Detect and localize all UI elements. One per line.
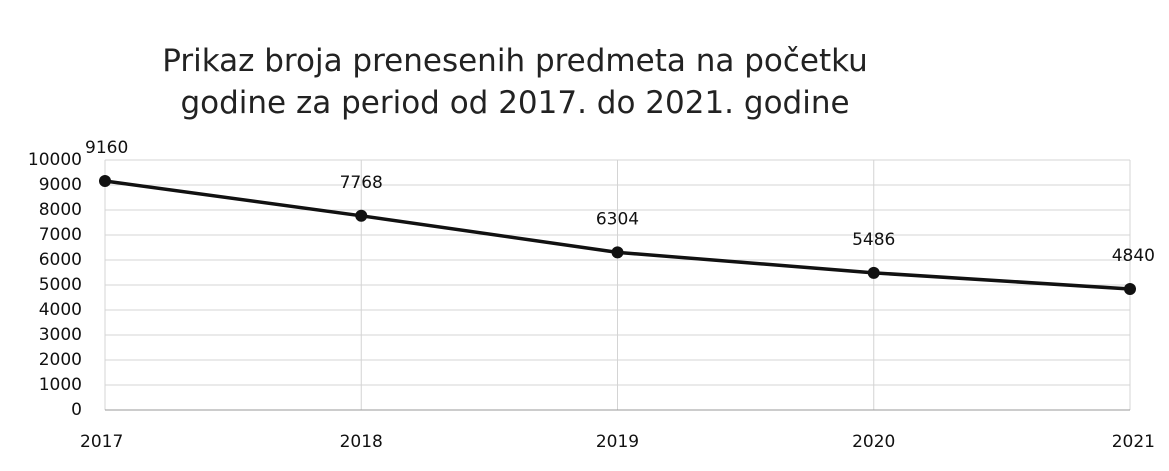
data-label: 4840	[1112, 246, 1155, 266]
y-tick-label: 0	[71, 400, 82, 420]
x-tick-label: 2017	[80, 432, 123, 452]
y-tick-label: 4000	[39, 300, 82, 320]
chart-title: Prikaz broja prenesenih predmeta na poče…	[162, 43, 868, 121]
point	[1124, 283, 1136, 295]
y-tick-label: 6000	[39, 250, 82, 270]
x-tick-label: 2019	[596, 432, 639, 452]
point	[867, 266, 880, 279]
x-tick-label: 2021	[1112, 432, 1155, 452]
y-tick-label: 3000	[39, 325, 82, 345]
y-tick-label: 7000	[39, 225, 82, 245]
point	[611, 246, 624, 259]
x-tick-label: 2018	[340, 432, 383, 452]
x-tick-label: 2020	[852, 432, 895, 452]
point	[99, 175, 111, 187]
y-tick-label: 9000	[39, 175, 82, 195]
data-label: 5486	[852, 230, 895, 250]
y-tick-label: 10000	[28, 150, 82, 170]
y-tick-label: 8000	[39, 200, 82, 220]
data-label: 9160	[85, 138, 128, 158]
data-label: 6304	[596, 209, 639, 229]
y-tick-label: 2000	[39, 350, 82, 370]
point	[355, 209, 368, 222]
y-tick-label: 5000	[39, 275, 82, 295]
data-label: 7768	[340, 173, 383, 193]
y-tick-label: 1000	[39, 375, 82, 395]
